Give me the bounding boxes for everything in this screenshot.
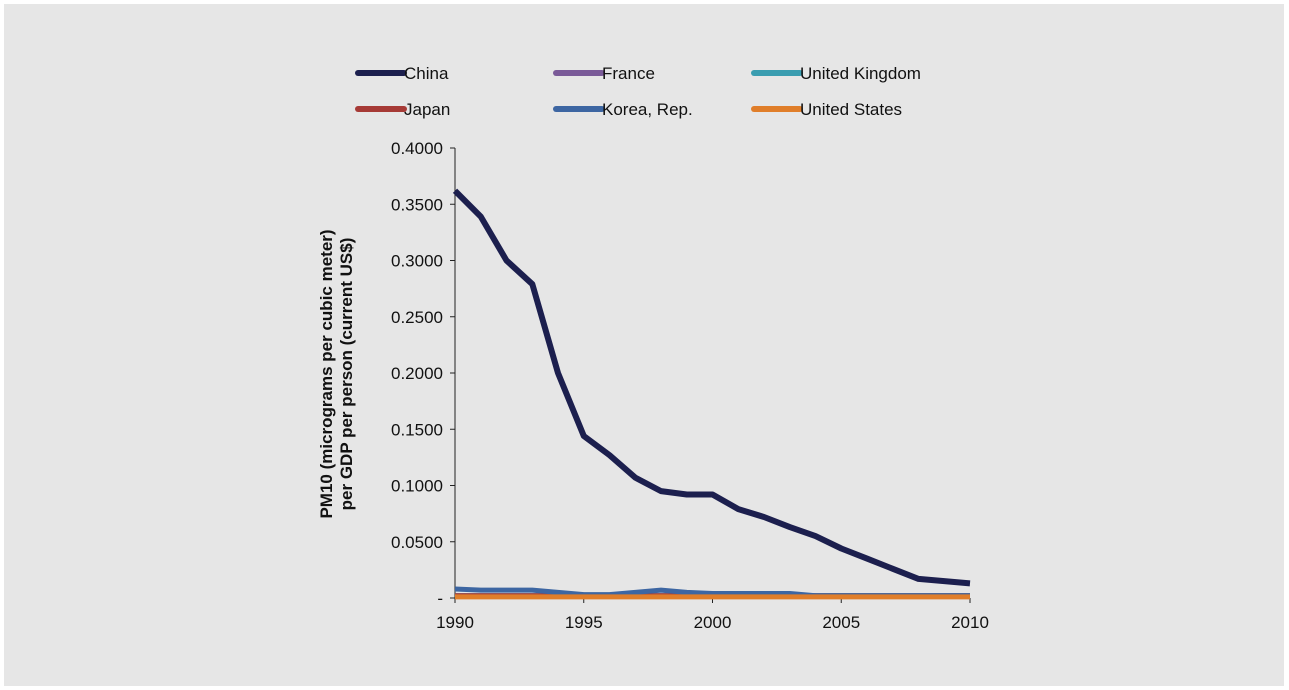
legend-label: Korea, Rep. — [602, 100, 693, 119]
y-tick-label: 0.0500 — [391, 533, 443, 552]
legend: China France United Kingdom Japan Korea, Rep… — [355, 64, 921, 119]
y-tick-label: 0.2500 — [391, 308, 443, 327]
legend-item-united-kingdom: United Kingdom — [751, 64, 921, 83]
legend-item-united-states: United States — [751, 100, 902, 119]
series-line-china — [452, 188, 971, 587]
x-tick-label: 2010 — [951, 613, 989, 632]
y-tick-label: 0.4000 — [391, 139, 443, 158]
legend-label: China — [404, 64, 449, 83]
y-tick-label: 0.1000 — [391, 477, 443, 496]
y-tick-label: 0.3500 — [391, 195, 443, 214]
x-tick-label: 2000 — [694, 613, 732, 632]
legend-item-china: China — [355, 64, 449, 83]
legend-item-france: France — [553, 64, 655, 83]
y-tick-label: 0.1500 — [391, 420, 443, 439]
series-lines — [452, 188, 971, 600]
x-tick-label: 1990 — [436, 613, 474, 632]
y-tick-label: - — [437, 589, 443, 608]
x-tick-label: 2005 — [822, 613, 860, 632]
axes: - 0.0500 0.1000 0.1500 0.2000 0.2500 0.3000 0.3… — [391, 139, 989, 632]
legend-label: United States — [800, 100, 902, 119]
legend-label: Japan — [404, 100, 450, 119]
y-tick-label: 0.3000 — [391, 252, 443, 271]
legend-item-korea-rep: Korea, Rep. — [553, 100, 693, 119]
y-tick-label: 0.2000 — [391, 364, 443, 383]
chart-panel — [4, 4, 1284, 686]
legend-label: France — [602, 64, 655, 83]
x-tick-label: 1995 — [565, 613, 603, 632]
legend-item-japan: Japan — [355, 100, 450, 119]
legend-label: United Kingdom — [800, 64, 921, 83]
y-axis-title-line-2: per GDP per person (current US$) — [337, 238, 356, 511]
y-axis-title-line-1: PM10 (micrograms per cubic meter) — [317, 229, 336, 518]
